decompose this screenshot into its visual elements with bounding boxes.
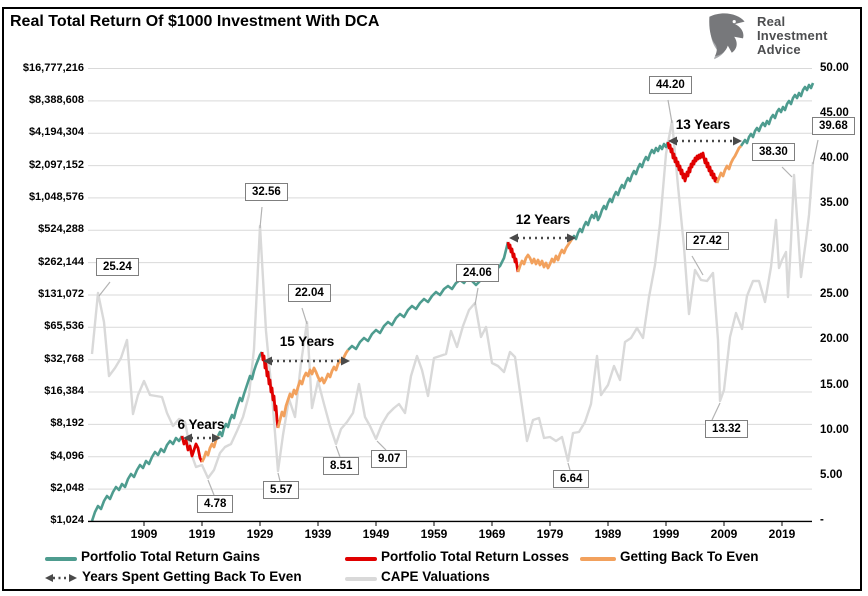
- eagle-logo-icon: [709, 13, 745, 60]
- y-right-tick: 15.00: [820, 378, 849, 391]
- legend-swatch-cape: [345, 577, 377, 581]
- span-label-12-years: 12 Years: [515, 212, 571, 227]
- y-right-tick: 20.00: [820, 333, 849, 346]
- y-right-tick: 45.00: [820, 106, 849, 119]
- x-tick: 2019: [768, 527, 796, 541]
- cape-callout-6-64: 6.64: [553, 470, 590, 488]
- y-left-tick: $32,768: [44, 352, 84, 365]
- y-left-tick: $1,024: [50, 514, 84, 527]
- cape-valuations-line: [90, 119, 815, 480]
- legend-swatch-gains: [45, 557, 77, 561]
- brand-line-1: Real: [757, 14, 786, 29]
- cape-callout-5-57: 5.57: [263, 481, 300, 499]
- cape-callout-8-51: 8.51: [323, 457, 360, 475]
- y-left-tick: $2,048: [50, 482, 84, 495]
- y-left-tick: $65,536: [44, 320, 84, 333]
- y-left-tick: $262,144: [38, 255, 84, 268]
- y-left-tick: $8,192: [50, 417, 84, 430]
- recovery-span-arrows: [183, 136, 742, 443]
- span-label-15-years: 15 Years: [279, 334, 335, 349]
- x-tick: 1919: [188, 527, 216, 541]
- cape-callout-44-20: 44.20: [649, 76, 692, 94]
- x-tick: 1909: [130, 527, 158, 541]
- x-tick: 1939: [304, 527, 332, 541]
- brand-line-3: Advice: [757, 42, 801, 57]
- cape-callout-25-24: 25.24: [96, 258, 139, 276]
- chart-outer-border: [2, 7, 862, 591]
- cape-callout-24-06: 24.06: [456, 264, 499, 282]
- y-left-tick: $8,388,608: [28, 93, 84, 106]
- callout-leader-lines: [98, 99, 819, 496]
- cape-callout-39-68: 39.68: [812, 117, 855, 135]
- portfolio-gains-line: [90, 82, 815, 522]
- y-left-tick: $2,097,152: [28, 158, 84, 171]
- y-right-tick: 10.00: [820, 423, 849, 436]
- y-right-tick: 40.00: [820, 152, 849, 165]
- x-tick: 1969: [478, 527, 506, 541]
- y-right-tick: -: [820, 514, 824, 527]
- legend-label-years-spent: Years Spent Getting Back To Even: [82, 569, 302, 584]
- y-right-tick: 5.00: [820, 469, 843, 482]
- x-tick: 1949: [362, 527, 390, 541]
- dotted-arrow-icon: [45, 574, 77, 582]
- span-label-6-years: 6 Years: [177, 417, 225, 432]
- legend-swatch-losses: [345, 557, 377, 561]
- legend-label-recovery: Getting Back To Even: [620, 549, 759, 564]
- brand-name: Real Investment Advice: [757, 15, 828, 57]
- y-right-tick: 25.00: [820, 288, 849, 300]
- legend-swatch-recovery: [580, 557, 616, 561]
- cape-callout-32-56: 32.56: [245, 183, 288, 201]
- x-tick: 1989: [594, 527, 622, 541]
- y-left-tick: $1,048,576: [28, 190, 84, 203]
- y-right-tick: 35.00: [820, 197, 849, 210]
- x-tick: 1999: [652, 527, 680, 541]
- x-tick: 1929: [246, 527, 274, 541]
- brand-logo: Real Investment Advice: [700, 12, 860, 60]
- chart-title: Real Total Return Of $1000 Investment Wi…: [10, 13, 380, 30]
- cape-callout-27-42: 27.42: [686, 232, 729, 250]
- y-right-tick: 50.00: [820, 61, 849, 74]
- y-left-tick: $131,072: [38, 288, 84, 300]
- portfolio-losses-line: [180, 141, 719, 463]
- y-left-tick: $16,777,216: [22, 61, 84, 74]
- y-left-tick: $4,194,304: [28, 126, 84, 139]
- x-tick: 1979: [536, 527, 564, 541]
- legend-label-losses: Portfolio Total Return Losses: [381, 549, 570, 564]
- x-axis-line: [88, 520, 812, 526]
- x-tick: 2009: [710, 527, 738, 541]
- cape-callout-9-07: 9.07: [371, 450, 408, 468]
- y-left-tick: $524,288: [38, 223, 84, 236]
- cape-callout-13-32: 13.32: [705, 420, 748, 438]
- y-left-tick: $4,096: [50, 449, 84, 462]
- gridlines: [88, 68, 812, 490]
- cape-callout-22-04: 22.04: [288, 284, 331, 302]
- span-label-13-years: 13 Years: [675, 117, 731, 132]
- x-tick: 1959: [420, 527, 448, 541]
- legend-label-cape: CAPE Valuations: [381, 569, 490, 584]
- y-left-tick: $16,384: [44, 385, 84, 397]
- y-right-tick: 30.00: [820, 242, 849, 255]
- getting-back-to-even-line: [200, 145, 742, 463]
- legend-label-gains: Portfolio Total Return Gains: [81, 549, 261, 564]
- brand-line-2: Investment: [757, 28, 828, 43]
- cape-callout-38-30: 38.30: [752, 143, 795, 161]
- cape-callout-4-78: 4.78: [197, 495, 234, 513]
